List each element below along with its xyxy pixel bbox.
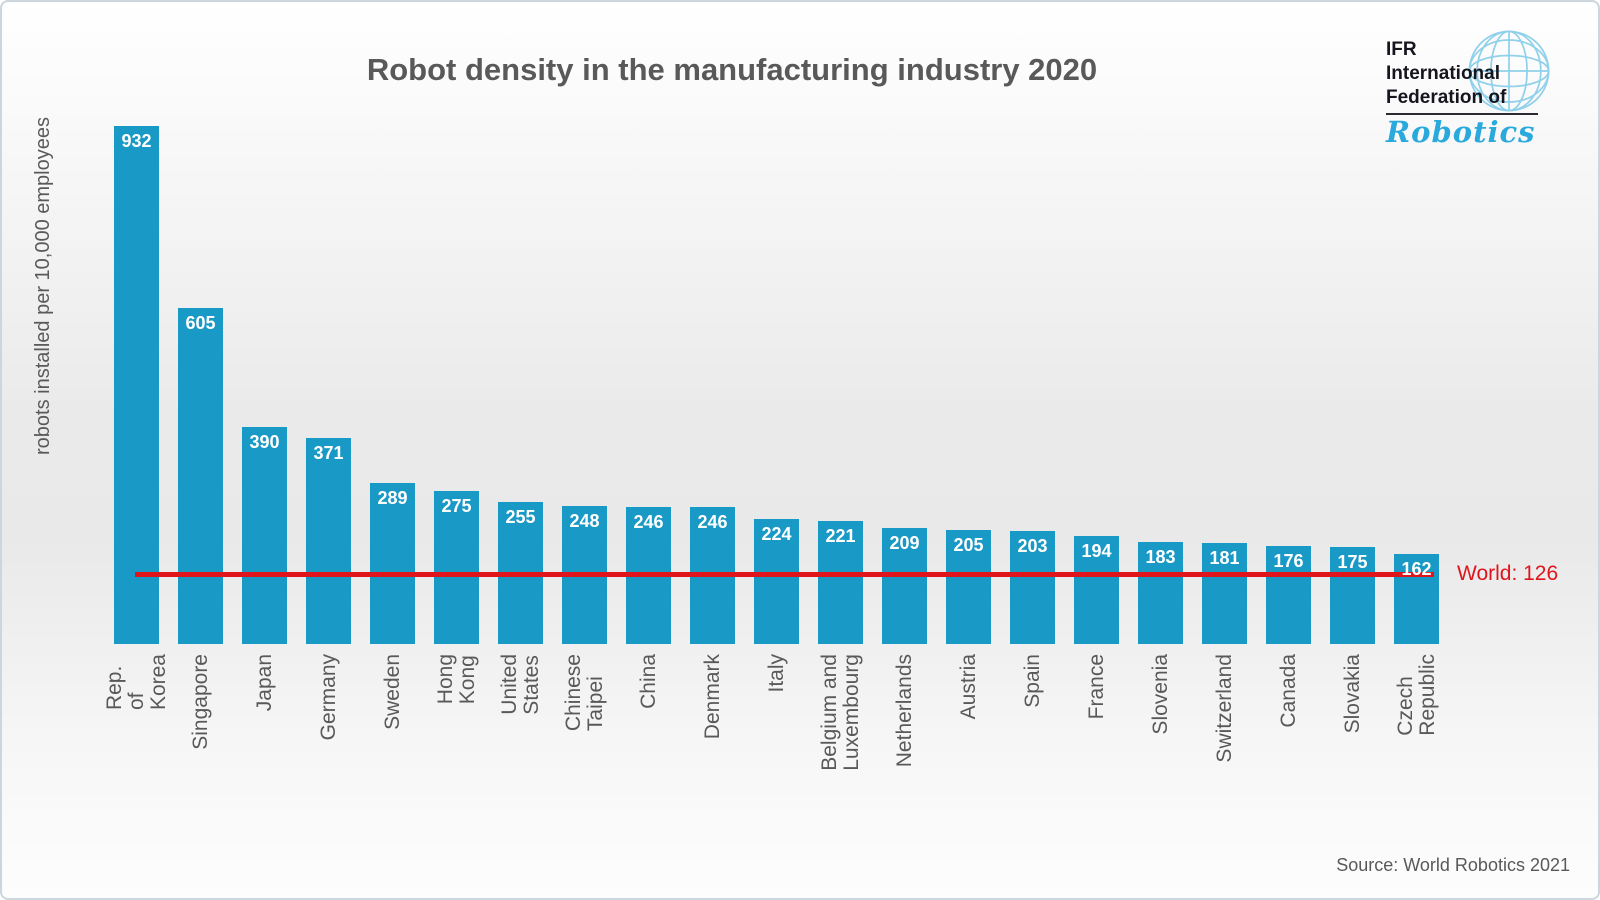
bar-column: 932 Rep. of Korea bbox=[103, 126, 170, 710]
bar[interactable]: 224 bbox=[754, 519, 799, 644]
bars: 932 Rep. of Korea 605 Singapore 390 Japa… bbox=[103, 2, 1439, 771]
category-label: Sweden bbox=[380, 654, 404, 730]
bar-value-label: 224 bbox=[761, 524, 792, 544]
bar[interactable]: 181 bbox=[1202, 543, 1247, 644]
logo-line-international: International bbox=[1386, 63, 1501, 84]
bar[interactable]: 205 bbox=[946, 530, 991, 644]
bar-value-label: 255 bbox=[505, 507, 536, 527]
bar[interactable]: 605 bbox=[178, 308, 223, 644]
bar[interactable]: 175 bbox=[1330, 547, 1375, 644]
bar-column: 181 Switzerland bbox=[1202, 543, 1247, 763]
bar[interactable]: 390 bbox=[242, 427, 287, 644]
bar-value-label: 203 bbox=[1017, 536, 1048, 556]
bar[interactable]: 221 bbox=[818, 521, 863, 644]
bar[interactable]: 183 bbox=[1138, 542, 1183, 644]
bar-column: 176 Canada bbox=[1266, 546, 1311, 728]
category-label: Hong Kong bbox=[433, 654, 479, 705]
bar[interactable]: 176 bbox=[1266, 546, 1311, 644]
bar-value-label: 176 bbox=[1273, 551, 1304, 571]
bar-value-label: 181 bbox=[1209, 548, 1240, 568]
bar-column: 209 Netherlands bbox=[882, 528, 927, 767]
category-label: Austria bbox=[956, 654, 980, 720]
bar-column: 162 Czech Republic bbox=[1394, 554, 1439, 736]
bar-value-label: 289 bbox=[377, 488, 408, 508]
bar-value-label: 162 bbox=[1401, 559, 1432, 579]
category-label: Czech Republic bbox=[1393, 654, 1439, 736]
category-label: Switzerland bbox=[1212, 654, 1236, 763]
bar-value-label: 246 bbox=[633, 512, 664, 532]
category-label: Italy bbox=[764, 654, 788, 693]
category-label: Canada bbox=[1276, 654, 1300, 728]
bar[interactable]: 371 bbox=[306, 438, 351, 644]
world-reference-line bbox=[135, 572, 1434, 577]
category-label: China bbox=[636, 654, 660, 709]
bar-column: 371 Germany bbox=[306, 438, 351, 740]
logo-rule bbox=[1386, 113, 1538, 115]
bar-value-label: 275 bbox=[441, 496, 472, 516]
category-label: France bbox=[1084, 654, 1108, 720]
bar-column: 275 Hong Kong bbox=[434, 491, 479, 704]
bar-column: 605 Singapore bbox=[178, 308, 223, 750]
category-label: Japan bbox=[252, 654, 276, 712]
category-label: Singapore bbox=[188, 654, 212, 750]
category-label: Spain bbox=[1020, 654, 1044, 708]
bar-column: 203 Spain bbox=[1010, 531, 1055, 708]
globe-icon bbox=[1468, 30, 1550, 112]
bar-value-label: 248 bbox=[569, 511, 600, 531]
bar-column: 221 Belgium and Luxembourg bbox=[818, 521, 863, 771]
bar-value-label: 221 bbox=[825, 526, 856, 546]
bar[interactable]: 162 bbox=[1394, 554, 1439, 644]
bar-value-label: 932 bbox=[121, 131, 152, 151]
bar-value-label: 246 bbox=[697, 512, 728, 532]
bar-value-label: 209 bbox=[889, 533, 920, 553]
bar-value-label: 194 bbox=[1081, 541, 1112, 561]
category-label: United States bbox=[497, 654, 543, 715]
bar-value-label: 175 bbox=[1337, 552, 1368, 572]
bar[interactable]: 203 bbox=[1010, 531, 1055, 644]
bar[interactable]: 209 bbox=[882, 528, 927, 644]
bar-value-label: 205 bbox=[953, 535, 984, 555]
category-label: Rep. of Korea bbox=[102, 654, 170, 711]
chart-title: Robot density in the manufacturing indus… bbox=[366, 52, 1098, 87]
bar-column: 175 Slovakia bbox=[1330, 547, 1375, 733]
bar[interactable]: 289 bbox=[370, 483, 415, 644]
bar[interactable]: 194 bbox=[1074, 536, 1119, 644]
logo-line-ifr: IFR bbox=[1386, 39, 1417, 60]
category-label: Chinese Taipei bbox=[561, 654, 607, 732]
y-axis-label: robots installed per 10,000 employees bbox=[32, 117, 54, 455]
category-label: Belgium and Luxembourg bbox=[817, 654, 863, 771]
bar-column: 194 France bbox=[1074, 536, 1119, 719]
bar-column: 205 Austria bbox=[946, 530, 991, 719]
category-label: Denmark bbox=[700, 654, 724, 740]
bar[interactable]: 275 bbox=[434, 491, 479, 644]
logo-robotics-script: Robotics bbox=[1386, 115, 1536, 149]
category-label: Germany bbox=[316, 654, 340, 741]
bar-column: 390 Japan bbox=[242, 427, 287, 711]
logo-line-federation: Federation of bbox=[1386, 87, 1507, 108]
bar-column: 289 Sweden bbox=[370, 483, 415, 730]
bar-column: 224 Italy bbox=[754, 519, 799, 693]
bar-value-label: 371 bbox=[313, 443, 344, 463]
bar-value-label: 390 bbox=[249, 432, 280, 452]
category-label: Netherlands bbox=[892, 654, 916, 768]
category-label: Slovenia bbox=[1148, 654, 1172, 735]
source-note: Source: World Robotics 2021 bbox=[1336, 855, 1570, 875]
bar[interactable]: 932 bbox=[114, 126, 159, 644]
bar-value-label: 605 bbox=[185, 313, 216, 333]
bar-column: 183 Slovenia bbox=[1138, 542, 1183, 735]
bar-value-label: 183 bbox=[1145, 547, 1176, 567]
category-label: Slovakia bbox=[1340, 654, 1364, 734]
ifr-logo: IFR International Federation of Robotics bbox=[1386, 30, 1550, 149]
world-line-label: World: 126 bbox=[1457, 562, 1559, 585]
